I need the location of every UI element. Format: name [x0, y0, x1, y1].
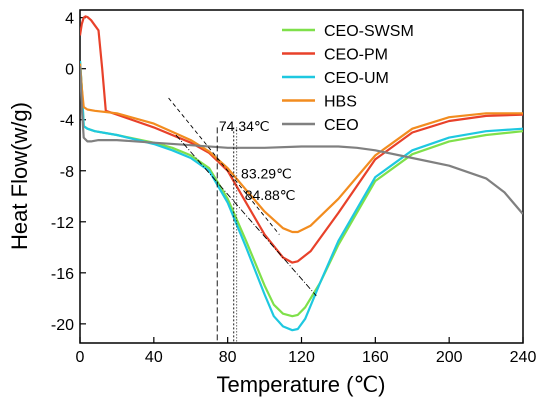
- x-tick-label: 200: [436, 349, 463, 366]
- plot-frame: [79, 9, 524, 344]
- series-line-ceo: [80, 66, 523, 215]
- onset-temperature-label: 83.29℃: [241, 165, 292, 181]
- y-axis-title: Heat Flow(w/g): [7, 102, 32, 250]
- y-tick-label: -20: [51, 317, 74, 334]
- y-tick-label: -12: [51, 215, 74, 232]
- onset-temperature-label: 84.88℃: [245, 187, 296, 203]
- legend-label: CEO: [324, 117, 359, 134]
- legend-label: CEO-UM: [324, 70, 389, 87]
- x-tick-label: 120: [288, 349, 315, 366]
- y-tick-label: 0: [65, 62, 74, 79]
- onset-temperature-label: 74.34℃: [219, 118, 270, 134]
- y-tick-label: -8: [60, 164, 74, 181]
- y-tick-label: -4: [60, 113, 74, 130]
- tangent-line: [175, 134, 317, 297]
- series-layer: [80, 15, 523, 332]
- x-tick-label: 40: [145, 349, 163, 366]
- legend-label: CEO-SWSM: [324, 23, 414, 40]
- legend: CEO-SWSM CEO-PM CEO-UM HBS CEO: [282, 23, 414, 134]
- x-tick-label: 0: [76, 349, 85, 366]
- series-line-ceo-um: [80, 60, 523, 332]
- y-tick-label: -16: [51, 266, 74, 283]
- legend-label: HBS: [324, 94, 357, 111]
- legend-label: CEO-PM: [324, 47, 388, 64]
- x-tick-label: 240: [510, 349, 537, 366]
- series-line-hbs: [80, 63, 523, 234]
- x-axis-title: Temperature (℃): [217, 372, 386, 397]
- annotation-layer: [168, 97, 317, 343]
- x-tick-label: 160: [362, 349, 389, 366]
- y-tick-label: 4: [65, 11, 74, 28]
- tangent-line: [168, 97, 280, 235]
- x-tick-label: 80: [219, 349, 237, 366]
